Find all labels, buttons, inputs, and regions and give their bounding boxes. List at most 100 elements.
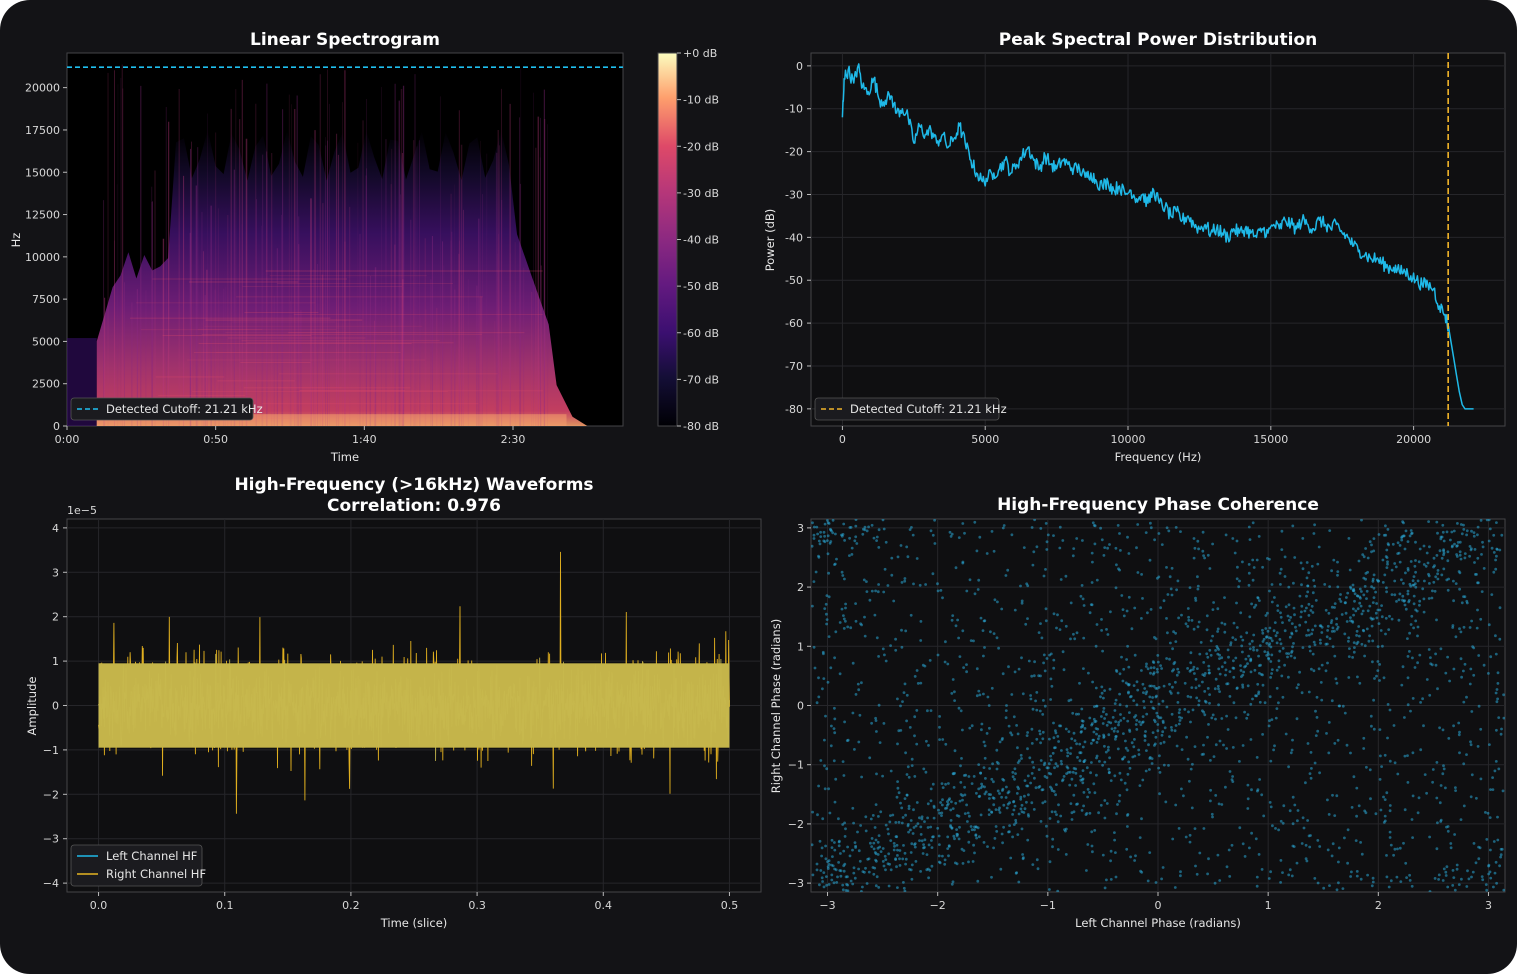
phase-point: [1406, 540, 1410, 543]
phase-point: [1470, 619, 1473, 623]
phase-point: [1272, 629, 1276, 633]
phase-point: [1459, 557, 1463, 561]
phase-point: [1462, 804, 1466, 808]
phase-point: [843, 539, 846, 542]
phase-point: [1445, 825, 1448, 829]
phase-point: [832, 759, 836, 763]
phase-point: [1209, 653, 1213, 657]
phase-point: [988, 767, 991, 770]
phase-point: [1370, 543, 1373, 547]
phase-point: [874, 858, 877, 862]
phase-point: [1475, 626, 1479, 630]
phase-point: [1001, 526, 1005, 530]
phase-point: [822, 885, 826, 889]
phase-point: [1451, 544, 1454, 548]
phase-point: [1326, 629, 1329, 632]
phase-point: [1479, 777, 1483, 781]
phase-point: [1291, 822, 1295, 826]
phase-point: [1176, 691, 1180, 695]
phase-point: [1232, 621, 1236, 625]
phase-point: [1252, 648, 1255, 652]
phase-point: [1318, 845, 1322, 848]
phase-point: [921, 663, 925, 667]
phase-point: [811, 544, 814, 548]
phase-point: [966, 811, 970, 815]
spectrogram-legend: Detected Cutoff: 21.21 kHz: [70, 397, 263, 421]
phase-point: [914, 824, 918, 828]
phase-point: [1467, 877, 1471, 881]
phase-point: [1201, 549, 1205, 553]
phase-point: [1026, 838, 1030, 842]
phase-point: [870, 845, 874, 848]
phase-point: [1147, 743, 1150, 747]
phase-point: [1459, 818, 1463, 821]
power-x-ticks: 0 5000 10000 15000 20000: [839, 426, 1431, 446]
phase-point: [1205, 652, 1209, 656]
waveform-x-tick-label: 0.3: [468, 899, 486, 912]
phase-point: [1336, 625, 1340, 629]
phase-point: [1343, 632, 1347, 636]
phase-point: [1021, 692, 1025, 696]
colorbar-tick-label: -70 dB: [683, 373, 719, 386]
phase-point: [1312, 532, 1316, 535]
phase-point: [1052, 612, 1056, 616]
phase-point: [1372, 698, 1375, 702]
phase-point: [1357, 559, 1361, 563]
phase-point: [1436, 687, 1439, 691]
phase-point: [1411, 656, 1414, 660]
phase-point: [1388, 759, 1392, 763]
phase-point: [1286, 655, 1289, 659]
phase-point: [1339, 600, 1343, 603]
phase-point: [1192, 627, 1196, 631]
phase-point: [1174, 724, 1178, 727]
phase-point: [1050, 684, 1054, 688]
phase-point: [1160, 543, 1164, 546]
phase-point: [1042, 763, 1046, 767]
phase-point: [1211, 815, 1214, 819]
phase-point: [1035, 545, 1039, 549]
phase-point: [1079, 594, 1083, 598]
phase-point: [822, 652, 825, 656]
phase-point: [924, 583, 927, 586]
waveform-x-tick-label: 0.0: [90, 899, 108, 912]
phase-point: [1089, 771, 1092, 775]
phase-point: [1024, 622, 1028, 626]
phase-point: [1042, 661, 1045, 665]
phase-point: [1080, 584, 1084, 587]
phase-point: [882, 590, 886, 594]
phase-point: [1050, 810, 1054, 814]
phase-point: [1049, 652, 1053, 656]
phase-point: [1220, 803, 1224, 806]
phase-point: [1268, 642, 1272, 645]
phase-point: [1462, 625, 1466, 629]
phase-point: [1490, 546, 1494, 550]
phase-point: [1366, 873, 1369, 877]
phase-point: [1170, 593, 1174, 597]
phase-point: [1226, 648, 1230, 652]
phase-point: [1145, 690, 1149, 694]
phase-point: [993, 837, 997, 840]
phase-point: [1333, 629, 1336, 633]
phase-point: [995, 767, 999, 771]
phase-point: [835, 881, 839, 884]
phase-point: [919, 833, 923, 836]
phase-point: [1194, 686, 1198, 690]
phase-point: [1495, 688, 1499, 691]
phase-point: [1437, 873, 1441, 877]
phase-point: [1188, 586, 1192, 589]
phase-point: [1319, 641, 1322, 645]
phase-point: [1421, 697, 1424, 701]
waveform-subtitle: Correlation: 0.976: [327, 496, 501, 516]
phase-point: [830, 863, 833, 867]
phase-point: [1129, 695, 1133, 698]
phase-point: [1139, 723, 1143, 726]
phase-point: [1091, 560, 1094, 564]
phase-point: [1311, 628, 1314, 632]
phase-point: [830, 838, 834, 842]
phase-point: [1175, 744, 1179, 748]
phase-point: [1408, 879, 1412, 882]
phase-point: [1090, 722, 1094, 726]
phase-point: [1045, 834, 1049, 838]
phase-point: [867, 525, 870, 529]
phase-point: [1442, 567, 1446, 571]
